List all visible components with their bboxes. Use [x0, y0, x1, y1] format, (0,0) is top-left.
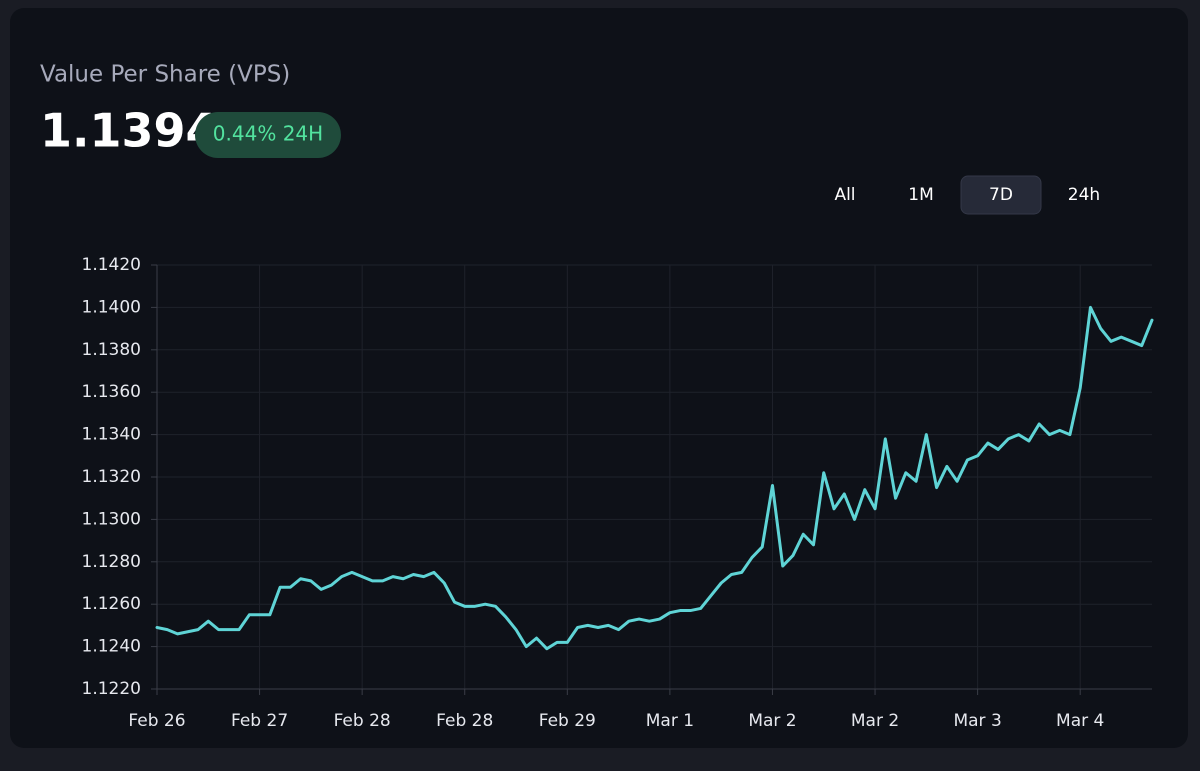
x-tick-label: Mar 4	[1056, 711, 1104, 731]
range-button[interactable]: 1M	[908, 185, 933, 205]
y-tick-label: 1.1420	[82, 255, 141, 275]
range-button-selected	[960, 175, 1042, 215]
x-tick-label: Mar 2	[748, 711, 796, 731]
x-tick-label: Feb 28	[334, 711, 391, 731]
change-label: 0.44% 24H	[213, 122, 323, 146]
change-badge	[195, 112, 341, 158]
y-tick-label: 1.1260	[82, 594, 141, 614]
range-button[interactable]: All	[834, 185, 855, 205]
x-tick-label: Mar 3	[953, 711, 1001, 731]
y-tick-label: 1.1280	[82, 552, 141, 572]
y-tick-label: 1.1220	[82, 679, 141, 699]
x-tick-label: Mar 2	[851, 711, 899, 731]
y-tick-label: 1.1300	[82, 509, 141, 529]
x-tick-label: Feb 29	[539, 711, 596, 731]
line-series	[155, 305, 1154, 651]
current-value: 1.1394	[40, 104, 218, 158]
x-tick-label: Mar 1	[646, 711, 694, 731]
y-tick-label: 1.1360	[82, 382, 141, 402]
range-button[interactable]: 7D	[989, 185, 1013, 205]
card	[10, 8, 1188, 748]
chart-title: Value Per Share (VPS)	[40, 62, 290, 88]
y-tick-label: 1.1400	[82, 297, 141, 317]
x-tick-label: Feb 27	[231, 711, 288, 731]
x-tick-label: Feb 26	[128, 711, 185, 731]
y-tick-label: 1.1380	[82, 340, 141, 360]
range-button[interactable]: 24h	[1068, 185, 1100, 205]
y-tick-label: 1.1320	[82, 467, 141, 487]
y-tick-label: 1.1340	[82, 425, 141, 445]
y-tick-label: 1.1240	[82, 637, 141, 657]
x-tick-label: Feb 28	[436, 711, 493, 731]
